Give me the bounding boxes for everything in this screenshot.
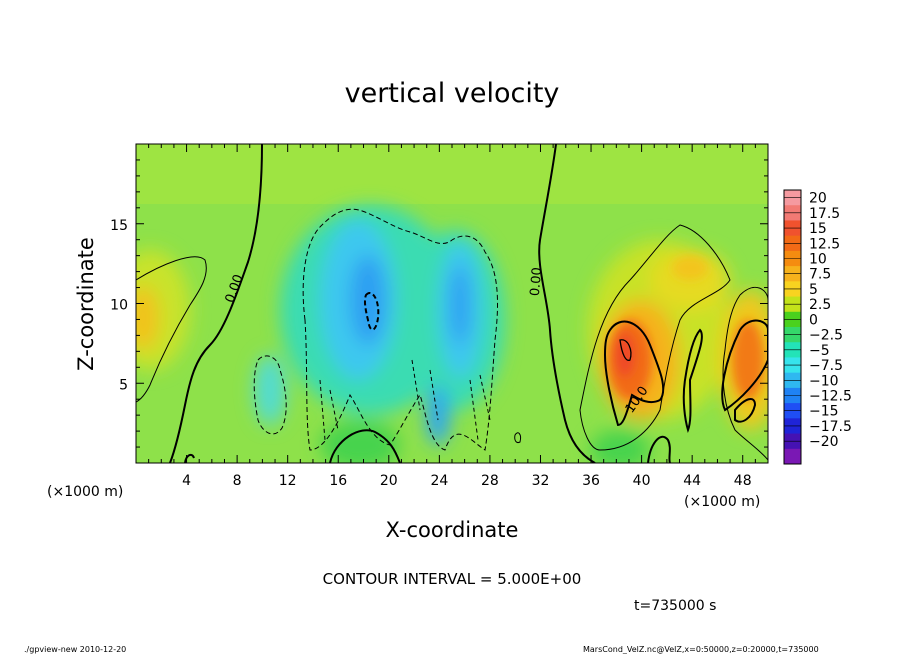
y-axis-label: Z-coordinate (74, 237, 98, 371)
colorbar-label: −20 (809, 434, 839, 450)
contour-label-zero-right: 0.00 (528, 267, 545, 297)
time-label: t=735000 s (634, 598, 716, 614)
x-tick-label: 28 (481, 473, 499, 489)
x-tick-label: 36 (582, 473, 600, 489)
x-tick-label: 24 (430, 473, 448, 489)
chart-title: vertical velocity (345, 78, 560, 109)
colorbar-label: 0 (809, 312, 818, 328)
x-tick-label: 12 (279, 473, 297, 489)
y-tick-label: 5 (119, 377, 128, 393)
heatmap-field (136, 144, 768, 463)
colorbar-label: −15 (809, 404, 839, 420)
x-tick-label: 32 (532, 473, 550, 489)
colorbar-label: 20 (809, 191, 827, 207)
contour-interval-text: CONTOUR INTERVAL = 5.000E+00 (323, 570, 582, 588)
contour-zero-right (538, 144, 596, 463)
colorbar-swatch (784, 448, 801, 465)
x-tick-label: 48 (734, 473, 752, 489)
x-tick-label: 40 (633, 473, 651, 489)
colorbar: 2017.51512.5107.552.50−2.5−5−7.5−10−12.5… (783, 189, 852, 465)
colorbar-label: −5 (809, 343, 830, 359)
colorbar-frame (783, 189, 802, 465)
colorbar-label: −7.5 (809, 358, 843, 374)
colorbar-label: 7.5 (809, 267, 831, 283)
y-tick-label: 10 (110, 298, 128, 314)
x-tick-label: 44 (683, 473, 701, 489)
contour-lines (136, 144, 768, 463)
x-tick-label: 16 (329, 473, 347, 489)
x-tick-label: 8 (233, 473, 242, 489)
contour-neg-main (302, 208, 499, 451)
colorbar-label: −12.5 (809, 389, 852, 405)
x-tick-label: 20 (380, 473, 398, 489)
x-tick-label: 4 (182, 473, 191, 489)
colorbar-label: −10 (809, 373, 839, 389)
colorbar-label: 17.5 (809, 206, 840, 222)
colorbar-label: 2.5 (809, 297, 831, 313)
colorbar-label: −2.5 (809, 328, 843, 344)
colorbar-label: 5 (809, 282, 818, 298)
y-tick-label: 15 (110, 218, 128, 234)
colorbar-label: −17.5 (809, 419, 852, 435)
colorbar-label: 10 (809, 252, 827, 268)
x-units-left: (×1000 m) (47, 484, 123, 500)
colorbar-label: 12.5 (809, 236, 840, 252)
x-axis-label: X-coordinate (386, 518, 519, 542)
contour-zero-left (169, 144, 263, 463)
footer-left: ./gpview-new 2010-12-20 (24, 645, 126, 654)
colorbar-label: 15 (809, 221, 827, 237)
footer-right: MarsCond_VelZ.nc@VelZ,x=0:50000,z=0:2000… (583, 645, 819, 654)
x-units-right: (×1000 m) (684, 494, 760, 510)
